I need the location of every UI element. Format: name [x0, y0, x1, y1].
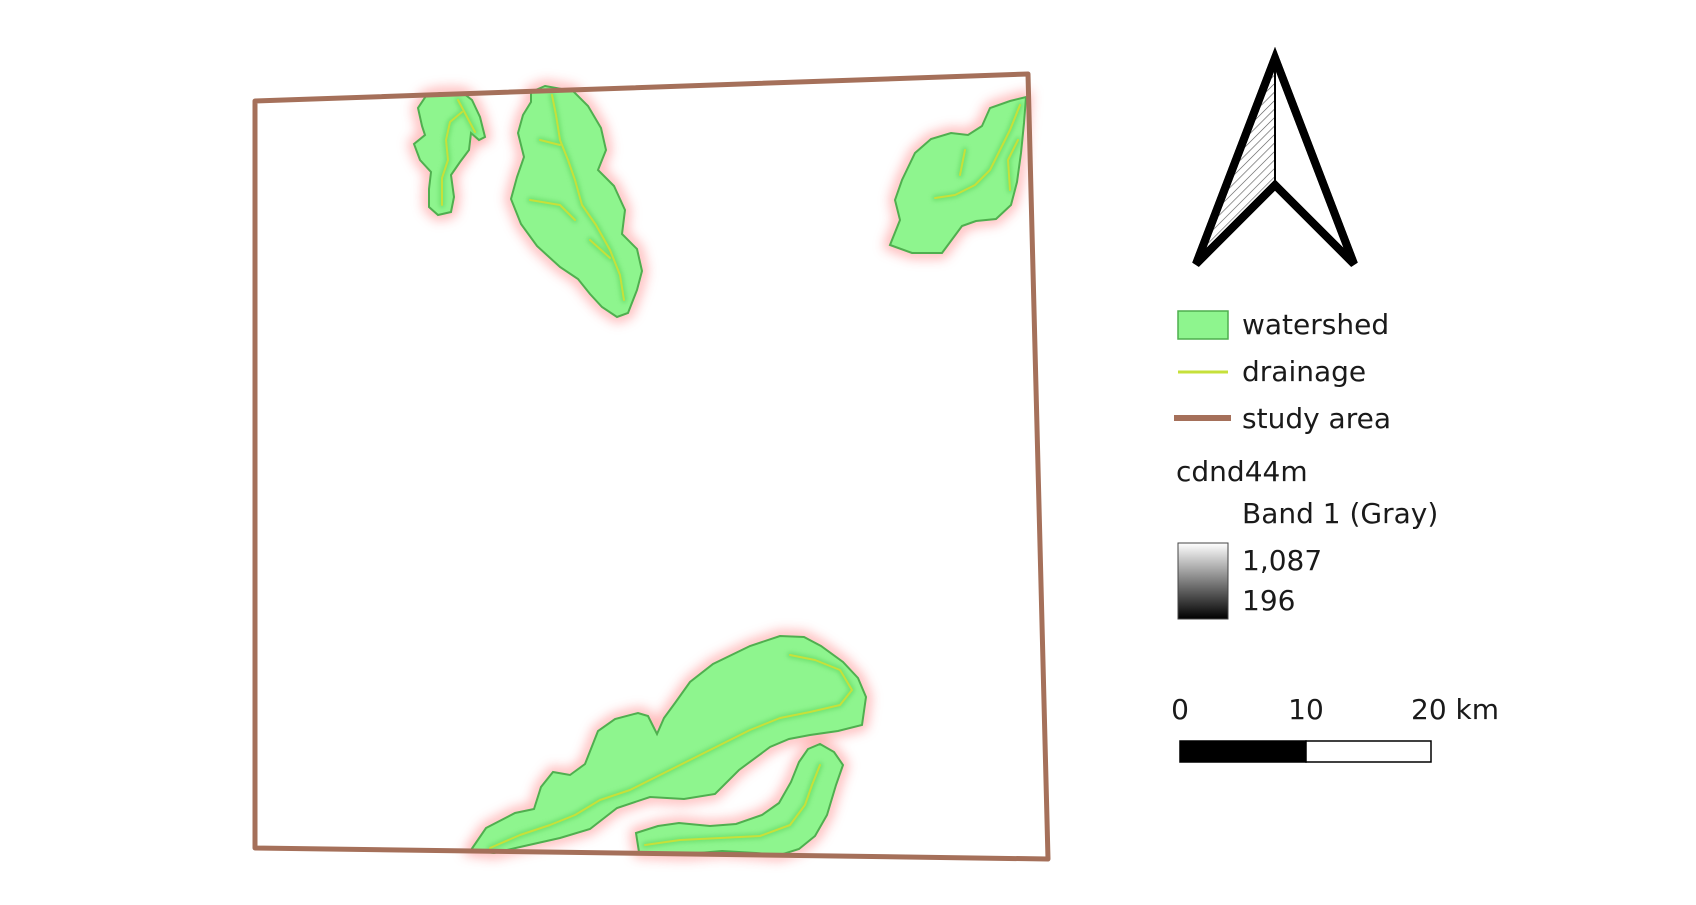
legend-raster-band: Band 1 (Gray)	[1242, 497, 1438, 530]
watershed-polygon	[469, 634, 868, 855]
map-frame	[252, 71, 1051, 862]
scale-bar-label-10: 10	[1288, 693, 1324, 726]
scale-bar: 0 10 20 km	[1171, 693, 1499, 763]
legend-gray-ramp	[1177, 542, 1229, 620]
scale-bar-label-20km: 20 km	[1411, 693, 1499, 726]
watershed-layer	[412, 84, 1028, 857]
scale-bar-label-0: 0	[1171, 693, 1189, 726]
study-area-boundary	[252, 71, 1051, 862]
legend-raster-min: 196	[1242, 584, 1295, 617]
legend-raster-max: 1,087	[1242, 544, 1322, 577]
legend: watershed drainage study area cdnd44m Ba…	[1174, 308, 1438, 620]
drainage-layer	[439, 92, 1023, 851]
legend-symbol-watershed	[1177, 310, 1229, 340]
legend-label-watershed: watershed	[1242, 308, 1389, 341]
scale-bar-segment-white	[1305, 740, 1432, 763]
scale-bar-segment-black	[1179, 740, 1307, 763]
legend-label-study-area: study area	[1242, 402, 1391, 435]
legend-label-drainage: drainage	[1242, 355, 1366, 388]
north-arrow-icon	[1192, 46, 1358, 267]
legend-raster-title: cdnd44m	[1176, 455, 1308, 488]
